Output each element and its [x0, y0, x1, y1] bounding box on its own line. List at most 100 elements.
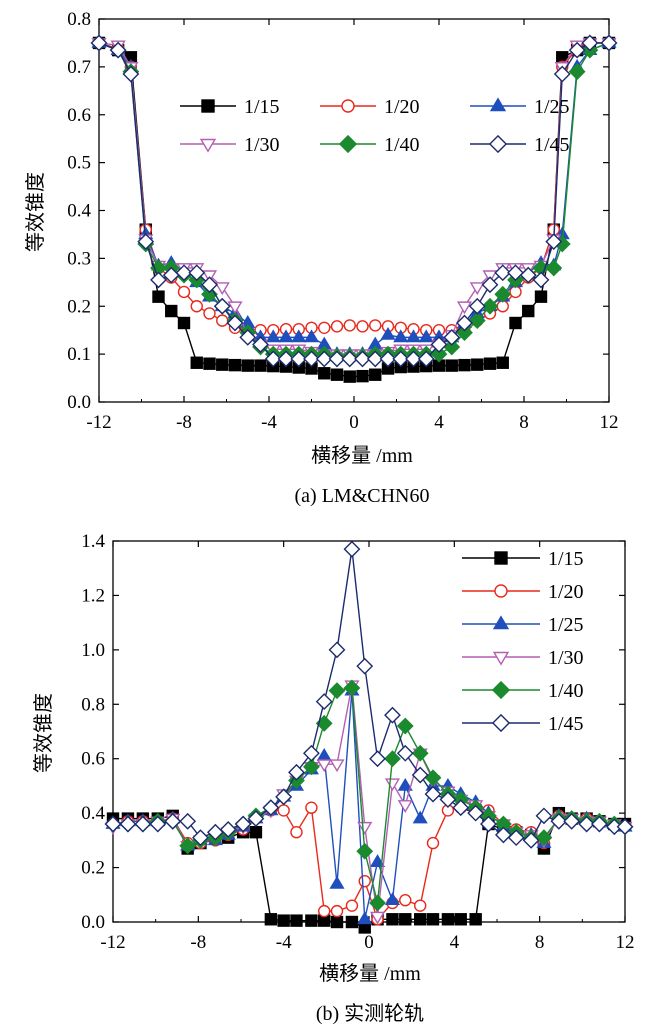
b-legend-marker — [492, 651, 510, 666]
a-data-point — [392, 350, 410, 368]
legend-b: 1/15 1/20 1/25 1/30 1/40 1/45 — [462, 548, 584, 735]
b-legend-marker — [491, 713, 511, 733]
b-ytick-label: 0.4 — [81, 803, 105, 824]
a-data-point — [354, 350, 371, 368]
a-data-point — [330, 320, 344, 333]
caption-b: (b) 实测轮轨 — [316, 1002, 424, 1025]
a-data-point — [445, 359, 458, 372]
a-xtick-label: -12 — [86, 412, 111, 433]
b-data-point — [264, 913, 278, 926]
b-data-point — [411, 766, 429, 784]
a-data-point — [216, 314, 229, 327]
b-legend-marker — [491, 680, 511, 700]
b-data-point — [316, 748, 332, 761]
a-data-point — [291, 329, 307, 343]
a-data-point — [481, 276, 499, 294]
b-data-point — [329, 875, 345, 889]
b-data-point — [480, 815, 497, 833]
a-ytick-label: 0.7 — [67, 57, 91, 78]
a-legend-marker — [489, 97, 507, 112]
b-legend-label: 1/25 — [548, 614, 584, 636]
a-data-point — [545, 233, 563, 251]
a-data-point — [456, 314, 473, 332]
a-series-line — [98, 42, 609, 378]
a-xtick-label: 8 — [519, 412, 529, 433]
a-data-point — [509, 316, 522, 330]
a-data-point — [177, 316, 191, 330]
a-data-point — [369, 368, 382, 381]
b-data-point — [302, 744, 320, 762]
b-data-point — [247, 810, 265, 828]
a-ytick-label: 0.3 — [67, 248, 91, 269]
b-data-point — [330, 904, 344, 918]
b-data-point — [219, 821, 237, 838]
a-legend-entry: 1/25 — [470, 96, 570, 118]
a-ytick-label: 0.5 — [67, 153, 91, 174]
b-ytick-label: 1.0 — [81, 640, 105, 661]
y-axis-label-b: 等效锥度 — [32, 693, 55, 773]
b-legend-marker — [492, 615, 510, 630]
b-data-point — [411, 744, 429, 762]
b-data-point — [494, 826, 512, 844]
x-axis-label-a: 横移量 /mm — [311, 444, 413, 467]
a-data-point — [228, 358, 242, 372]
b-legend-label: 1/30 — [548, 647, 584, 669]
b-data-point — [369, 894, 386, 912]
b-xtick-label: -12 — [100, 932, 125, 953]
b-data-point — [535, 807, 553, 825]
b-xtick-label: -4 — [276, 932, 292, 953]
a-data-point — [177, 285, 191, 299]
b-data-point — [179, 812, 197, 830]
a-legend-entry: 1/30 — [180, 134, 280, 156]
b-legend-marker — [494, 584, 508, 598]
a-ytick-label: 0.6 — [67, 105, 91, 126]
a-data-point — [534, 290, 548, 303]
a-data-point — [568, 41, 586, 59]
a-data-point — [430, 345, 448, 363]
series-group-b — [104, 540, 634, 934]
a-xtick-label: 12 — [600, 412, 619, 433]
b-data-point — [345, 899, 359, 912]
a-legend-label: 1/30 — [244, 134, 280, 156]
b-data-point — [397, 800, 413, 813]
a-data-point — [277, 350, 295, 368]
b-data-point — [288, 763, 305, 781]
legend-a: 1/15 1/20 1/25 1/30 1/40 1/45 — [180, 96, 570, 156]
a-data-point — [581, 34, 599, 52]
b-data-point — [149, 815, 167, 833]
axis-ticks-b: -12 -8 -4 0 4 8 12 0.0 0.2 0.4 0.6 0.8 1.0 1.2 1.4 — [81, 531, 634, 953]
y-axis-label-a: 等效锥度 — [24, 172, 47, 252]
a-data-point — [278, 329, 294, 343]
a-data-point — [430, 336, 448, 353]
b-data-point — [305, 914, 318, 927]
a-data-point — [366, 350, 384, 368]
b-ytick-label: 0.6 — [81, 749, 105, 770]
b-data-point — [302, 758, 320, 776]
b-legend-entry: 1/25 — [462, 614, 584, 636]
b-data-point — [384, 892, 401, 906]
a-data-point — [290, 350, 308, 368]
b-data-point — [441, 913, 455, 926]
a-data-point — [483, 357, 497, 370]
a-data-point — [330, 368, 344, 381]
b-data-point — [179, 837, 197, 855]
a-data-point — [318, 321, 331, 334]
b-data-point — [249, 825, 263, 839]
a-data-point — [468, 312, 486, 330]
b-legend-label: 1/40 — [548, 680, 584, 702]
b-data-point — [343, 679, 361, 697]
a-data-point — [405, 350, 422, 368]
b-ytick-label: 0.0 — [81, 912, 105, 933]
a-data-point — [264, 350, 282, 368]
b-data-point — [277, 804, 290, 817]
a-data-point — [507, 264, 524, 282]
a-data-point — [600, 34, 618, 52]
a-legend-entry: 1/15 — [180, 96, 280, 118]
a-ytick-label: 0.2 — [67, 296, 91, 317]
a-data-point — [201, 276, 218, 294]
b-ytick-label: 0.2 — [81, 858, 105, 879]
chart-b: -12 -8 -4 0 4 8 12 0.0 0.2 0.4 0.6 0.8 1.0 1.2 1.4 1/1… — [32, 531, 635, 1025]
b-data-point — [469, 913, 482, 926]
b-data-point — [369, 911, 386, 925]
b-data-point — [262, 799, 280, 817]
